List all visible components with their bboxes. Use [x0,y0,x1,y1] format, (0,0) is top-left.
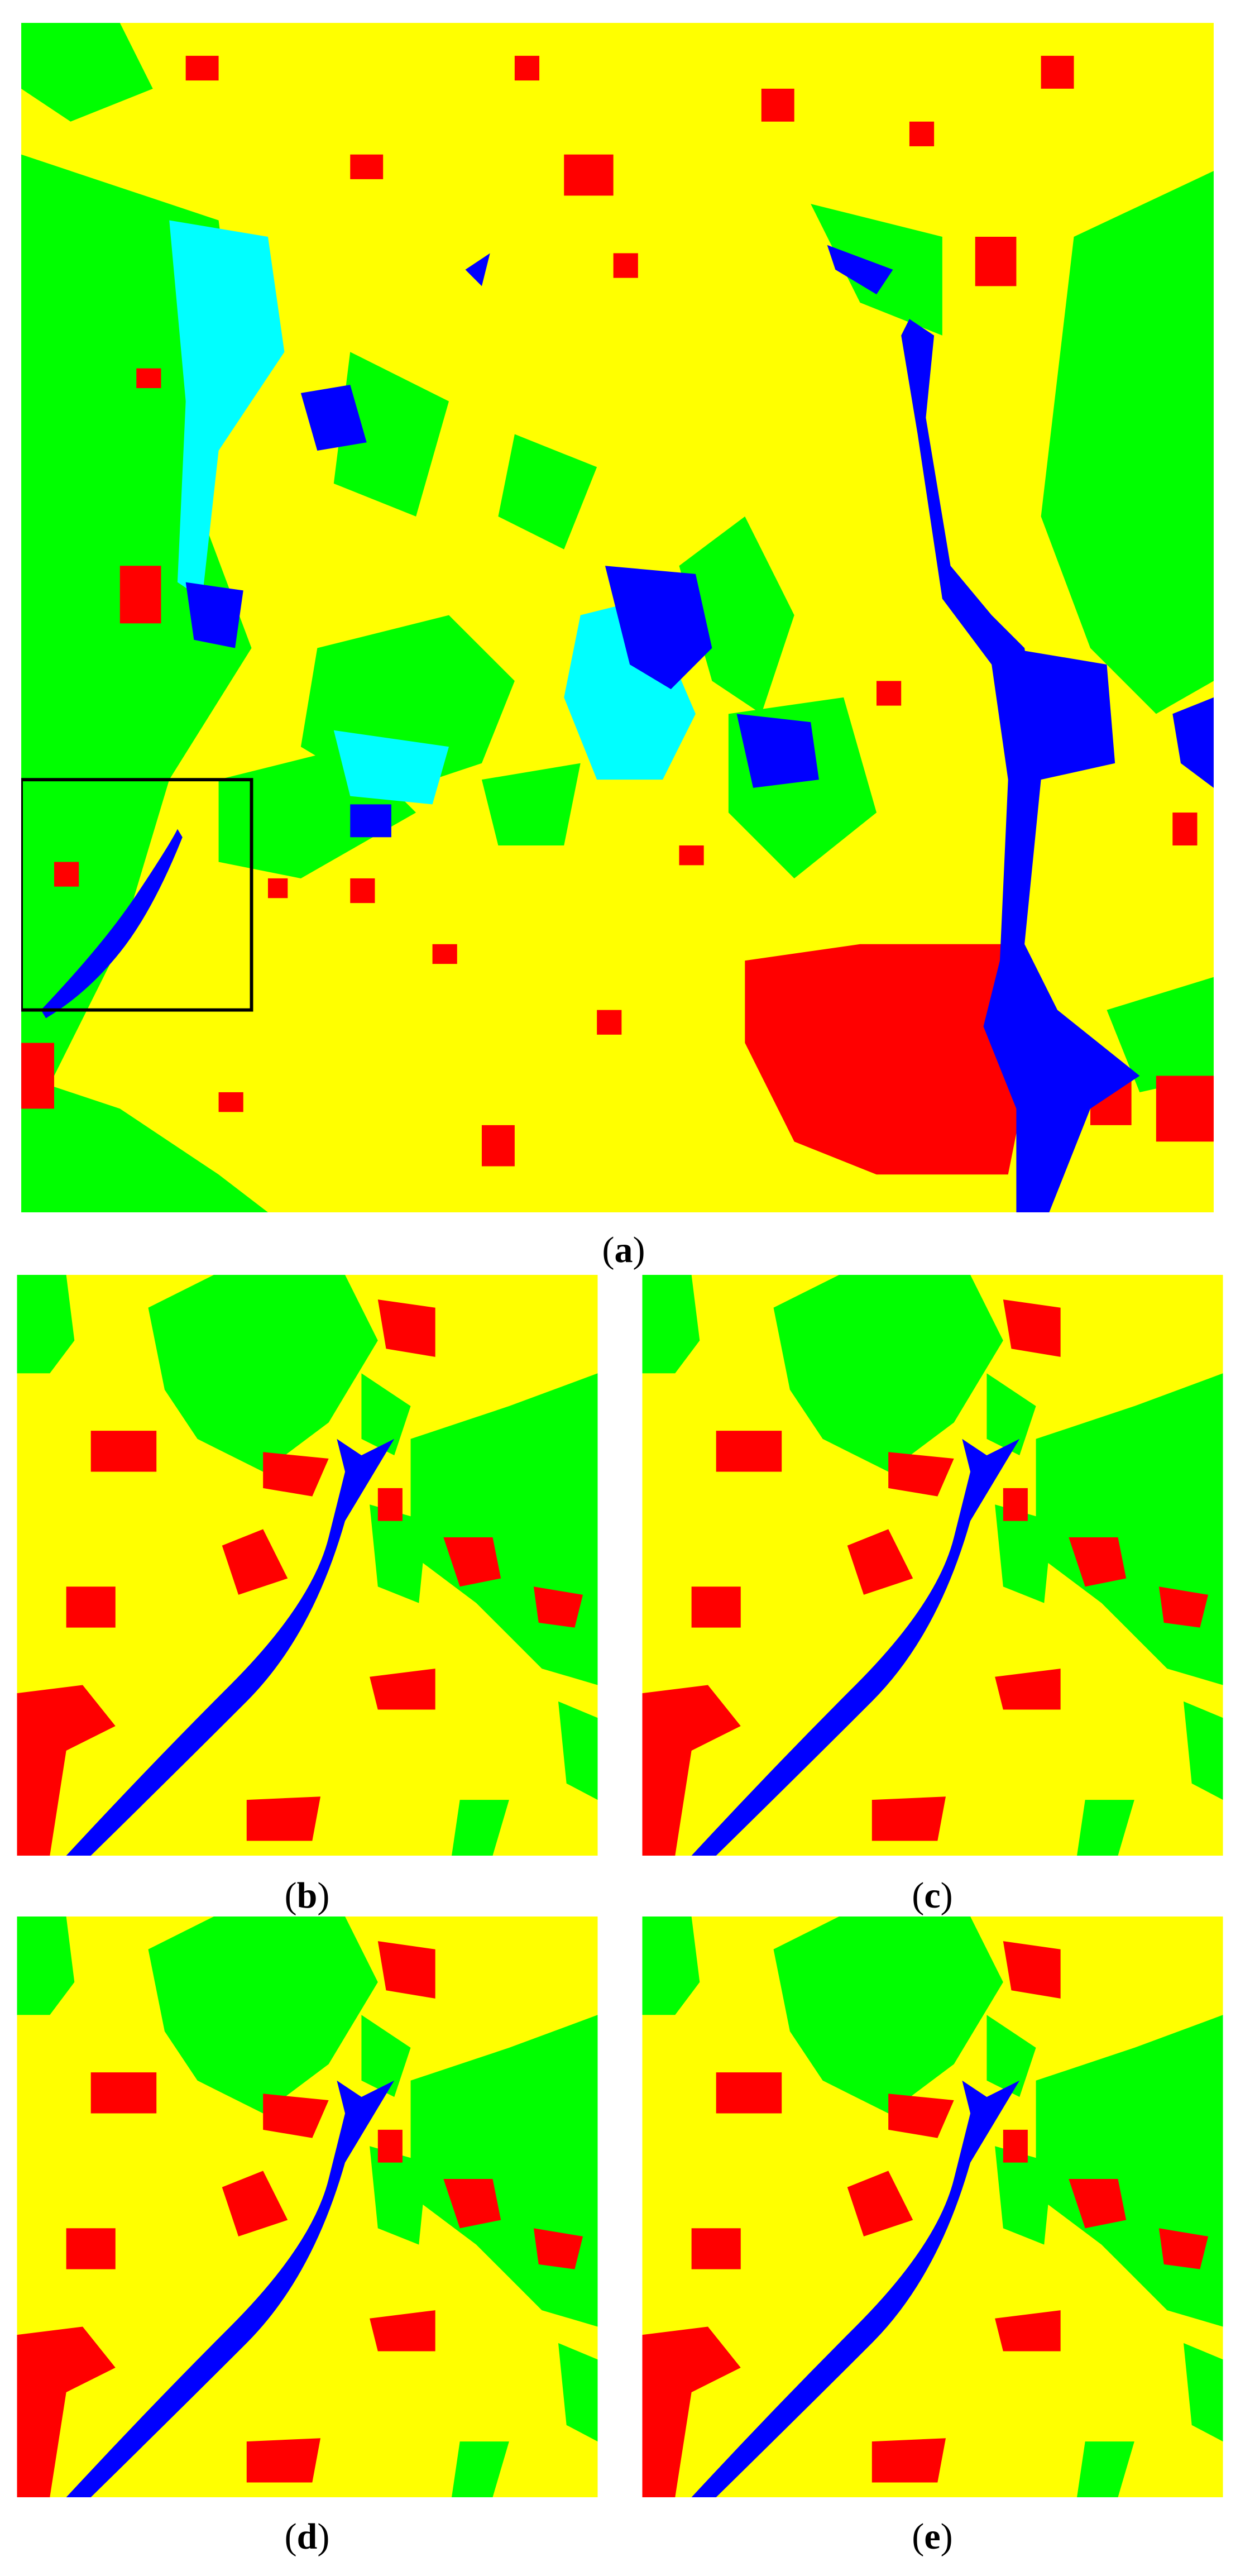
label-part: ( [912,1875,925,1916]
label-part: a [614,1230,633,1270]
map-c [641,1275,1224,1856]
label-part: b [296,1875,318,1916]
map-d [16,1917,598,2497]
label-part: ) [317,2516,330,2557]
label-part: ( [602,1230,615,1270]
label-part: ( [284,1875,297,1916]
panel-label: (a) [512,1232,735,1269]
label-part: ) [633,1230,645,1270]
panel-label: (e) [821,2518,1044,2555]
label-part: ) [940,2516,953,2557]
panel-label: (c) [821,1877,1044,1914]
label-part: ) [940,1875,953,1916]
panel-label: (d) [195,2518,419,2555]
label-part: d [296,2516,318,2557]
map-e [641,1917,1224,2497]
zoom-box [21,778,253,1012]
label-part: c [924,1875,941,1916]
map-a [21,23,1214,1212]
label-part: ( [284,2516,297,2557]
label-part: ) [317,1875,330,1916]
label-part: e [924,2516,941,2557]
label-part: ( [912,2516,925,2557]
panel-label: (b) [195,1877,419,1914]
map-b [16,1275,598,1856]
